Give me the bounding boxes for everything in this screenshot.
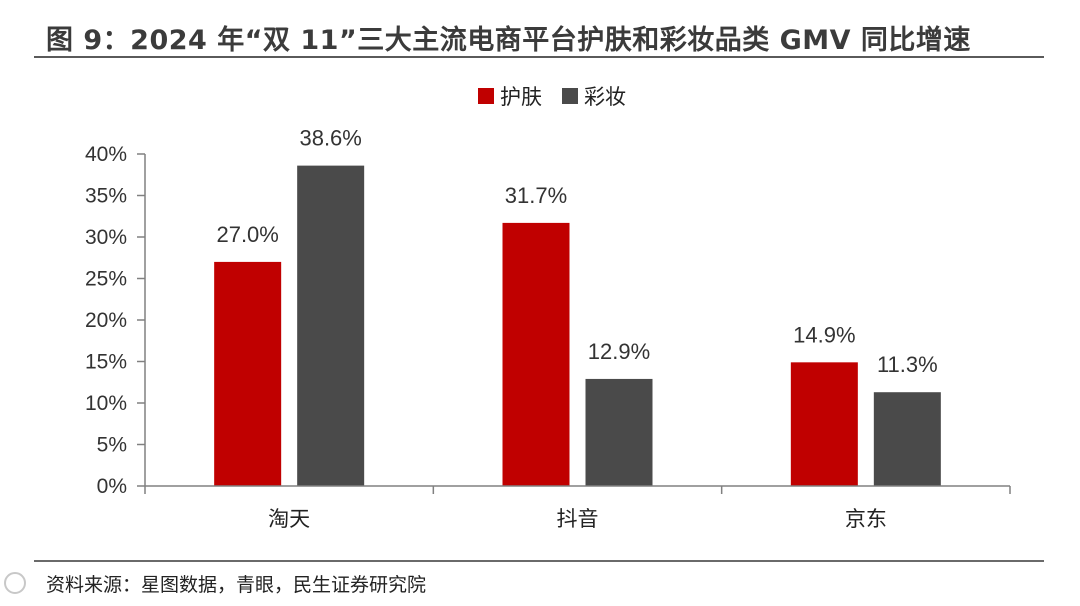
y-tick-label: 35% (85, 185, 127, 208)
bar (297, 165, 365, 486)
y-axis: 0% 5% 10% 15% 20% 25% 30% 35% 40% (85, 143, 146, 498)
category-label: 京东 (845, 507, 887, 531)
figure-title: 图 9：2024 年“双 11”三大主流电商平台护肤和彩妆品类 GMV 同比增速 (46, 25, 971, 56)
y-tick-label: 20% (85, 309, 127, 332)
data-label: 31.7% (505, 183, 567, 208)
y-tick-label: 0% (97, 475, 127, 498)
bar (502, 222, 570, 486)
legend-label: 护肤 (500, 85, 542, 109)
legend: 护肤 彩妆 (478, 85, 626, 109)
category-label: 抖音 (557, 507, 599, 531)
y-tick-label: 25% (85, 268, 127, 291)
y-tick-label: 40% (85, 143, 127, 166)
data-label: 11.3% (877, 352, 938, 377)
y-tick-label: 5% (97, 434, 127, 457)
legend-swatch (478, 88, 494, 104)
x-axis: 淘天 抖音 京东 (144, 485, 1011, 531)
bar (214, 261, 282, 486)
bars: 27.0% 38.6% 31.7% 12.9% 14.9% 11.3% (214, 126, 941, 486)
bar (585, 378, 653, 486)
y-tick-label: 10% (85, 392, 127, 415)
data-label: 14.9% (793, 322, 855, 347)
y-tick-label: 15% (85, 351, 127, 374)
watermark-logo-icon (4, 572, 26, 594)
data-label: 38.6% (299, 126, 361, 151)
title-rule (34, 56, 1044, 58)
source-rule (34, 560, 1044, 562)
y-tick-label: 30% (85, 226, 127, 249)
bar-chart: 护肤 彩妆 0% 5% 10% 15% 20% 25% 30% 35% 40% 27.0% 38.6… (85, 85, 1011, 531)
data-label: 12.9% (588, 339, 650, 364)
source-note: 资料来源：星图数据，青眼，民生证券研究院 (46, 574, 427, 596)
data-label: 27.0% (216, 222, 278, 247)
bar (873, 392, 941, 486)
legend-swatch (562, 88, 578, 104)
bar (790, 362, 858, 486)
legend-label: 彩妆 (584, 85, 626, 109)
category-label: 淘天 (268, 507, 310, 531)
